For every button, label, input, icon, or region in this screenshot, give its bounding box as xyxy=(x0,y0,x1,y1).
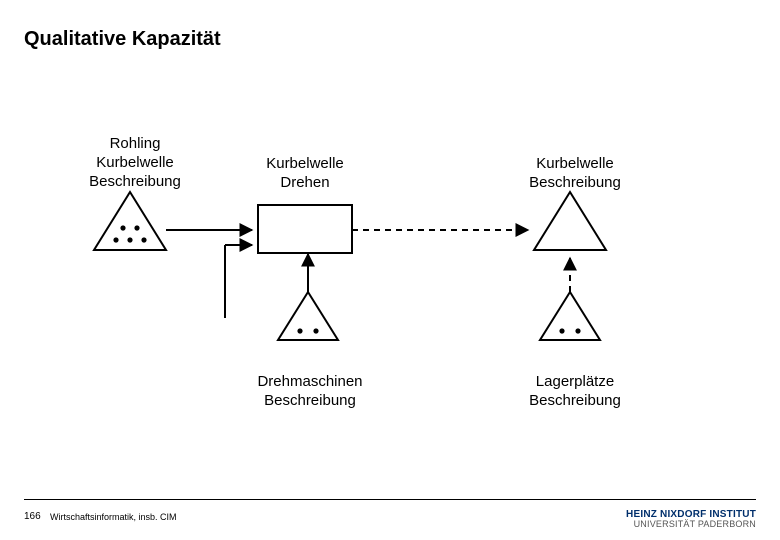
logo-line-2: UNIVERSITÄT PADERBORN xyxy=(626,520,756,530)
diagram-svg xyxy=(0,0,780,540)
footer-logo: HEINZ NIXDORF INSTITUT UNIVERSITÄT PADER… xyxy=(626,509,756,530)
footer-text: Wirtschaftsinformatik, insb. CIM xyxy=(50,512,177,522)
page-number: 166 xyxy=(24,511,41,522)
footer-divider xyxy=(24,499,756,500)
